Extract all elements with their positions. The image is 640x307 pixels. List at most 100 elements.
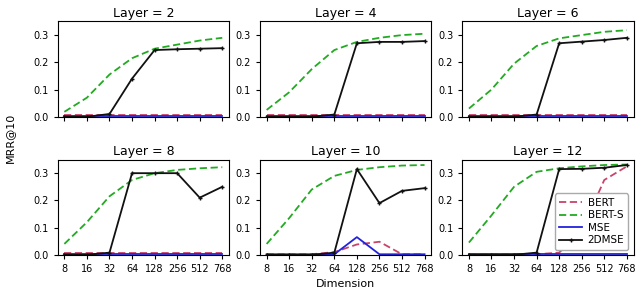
- Text: MRR@10: MRR@10: [4, 113, 15, 163]
- MSE: [196, 252, 204, 256]
- BERT-S: [376, 165, 383, 169]
- BERT: [578, 114, 586, 117]
- MSE: [330, 114, 338, 118]
- MSE: [128, 252, 136, 256]
- MSE: [465, 114, 473, 118]
- 2DMSE: [376, 40, 383, 44]
- BERT: [600, 178, 608, 182]
- BERT-S: [578, 165, 586, 168]
- MSE: [218, 252, 226, 256]
- 2DMSE: [196, 196, 204, 200]
- MSE: [263, 252, 271, 256]
- Title: Layer = 6: Layer = 6: [517, 7, 579, 20]
- MSE: [285, 114, 293, 118]
- 2DMSE: [173, 171, 181, 175]
- MSE: [578, 114, 586, 118]
- Title: Layer = 4: Layer = 4: [315, 7, 376, 20]
- MSE: [151, 252, 159, 256]
- BERT-S: [151, 47, 159, 51]
- 2DMSE: [376, 201, 383, 205]
- 2DMSE: [510, 115, 518, 119]
- MSE: [376, 114, 383, 118]
- BERT: [578, 228, 586, 232]
- 2DMSE: [353, 41, 361, 45]
- MSE: [83, 252, 91, 256]
- MSE: [330, 252, 338, 256]
- BERT: [285, 114, 293, 117]
- 2DMSE: [151, 48, 159, 52]
- MSE: [353, 235, 361, 239]
- BERT-S: [488, 213, 495, 217]
- Line: 2DMSE: 2DMSE: [467, 163, 629, 257]
- Title: Layer = 12: Layer = 12: [513, 146, 582, 158]
- Title: Layer = 10: Layer = 10: [311, 146, 380, 158]
- BERT-S: [128, 56, 136, 60]
- MSE: [600, 252, 608, 256]
- BERT-S: [106, 73, 113, 76]
- BERT-S: [196, 166, 204, 170]
- BERT-S: [330, 48, 338, 52]
- MSE: [106, 252, 113, 256]
- BERT: [556, 114, 563, 117]
- BERT: [308, 252, 316, 256]
- Line: BERT-S: BERT-S: [65, 167, 222, 244]
- BERT-S: [465, 107, 473, 111]
- BERT: [218, 252, 226, 255]
- BERT-S: [510, 185, 518, 188]
- BERT-S: [218, 36, 226, 40]
- 2DMSE: [61, 115, 68, 119]
- BERT-S: [465, 241, 473, 244]
- BERT-S: [83, 96, 91, 99]
- Line: 2DMSE: 2DMSE: [467, 35, 629, 119]
- BERT-S: [353, 168, 361, 172]
- MSE: [398, 114, 406, 118]
- BERT-S: [106, 194, 113, 198]
- Title: Layer = 2: Layer = 2: [113, 7, 174, 20]
- 2DMSE: [600, 38, 608, 42]
- 2DMSE: [61, 253, 68, 257]
- BERT-S: [83, 220, 91, 224]
- MSE: [556, 114, 563, 118]
- 2DMSE: [285, 115, 293, 119]
- MSE: [420, 114, 428, 118]
- 2DMSE: [465, 253, 473, 257]
- BERT-S: [196, 39, 204, 42]
- MSE: [61, 252, 68, 256]
- BERT-S: [353, 40, 361, 44]
- BERT-S: [263, 242, 271, 246]
- BERT: [510, 252, 518, 256]
- BERT: [308, 114, 316, 117]
- BERT-S: [398, 164, 406, 167]
- MSE: [420, 252, 428, 256]
- Line: BERT-S: BERT-S: [267, 165, 424, 244]
- 2DMSE: [556, 41, 563, 45]
- BERT-S: [285, 216, 293, 220]
- Line: BERT-S: BERT-S: [469, 165, 627, 243]
- Legend: BERT, BERT-S, MSE, 2DMSE: BERT, BERT-S, MSE, 2DMSE: [556, 193, 628, 250]
- BERT: [420, 114, 428, 117]
- BERT-S: [151, 171, 159, 175]
- BERT: [623, 165, 630, 168]
- BERT: [353, 114, 361, 117]
- Line: BERT: BERT: [469, 166, 627, 254]
- BERT: [151, 252, 159, 255]
- MSE: [308, 114, 316, 118]
- BERT: [285, 252, 293, 256]
- 2DMSE: [308, 115, 316, 119]
- 2DMSE: [420, 186, 428, 190]
- BERT-S: [623, 163, 630, 166]
- BERT-S: [556, 166, 563, 170]
- BERT-S: [263, 108, 271, 112]
- 2DMSE: [623, 36, 630, 40]
- MSE: [128, 114, 136, 118]
- MSE: [285, 252, 293, 256]
- MSE: [532, 252, 540, 256]
- 2DMSE: [398, 40, 406, 44]
- BERT: [556, 251, 563, 255]
- MSE: [556, 252, 563, 256]
- BERT-S: [61, 242, 68, 246]
- MSE: [600, 114, 608, 118]
- 2DMSE: [218, 185, 226, 188]
- 2DMSE: [173, 47, 181, 51]
- BERT: [128, 114, 136, 117]
